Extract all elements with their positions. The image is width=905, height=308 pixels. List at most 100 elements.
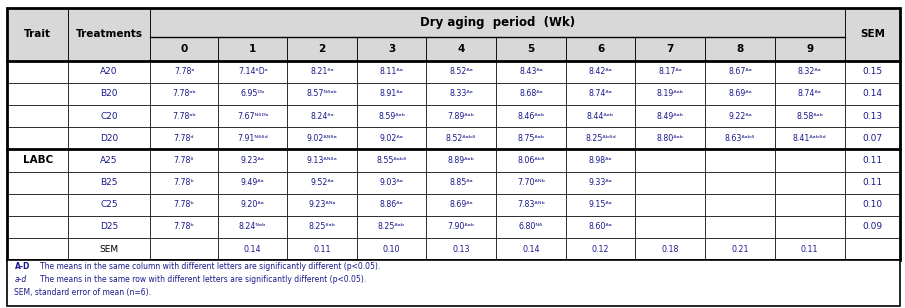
Bar: [496, 83, 566, 105]
Text: 2: 2: [319, 44, 326, 54]
Text: 0.13: 0.13: [452, 245, 470, 254]
Bar: [357, 194, 426, 216]
Bar: [287, 149, 357, 172]
Text: 0: 0: [180, 44, 187, 54]
Text: 8.25ᶞᵃᵇ: 8.25ᶞᵃᵇ: [309, 222, 336, 232]
Bar: [844, 8, 900, 61]
Bar: [7, 172, 69, 194]
Bar: [566, 37, 635, 61]
Bar: [218, 61, 287, 83]
Bar: [287, 83, 357, 105]
Bar: [150, 194, 218, 216]
Bar: [844, 194, 900, 216]
Bar: [287, 216, 357, 238]
Bar: [7, 8, 69, 61]
Bar: [635, 61, 705, 83]
Text: 8.69ᴬᵃ: 8.69ᴬᵃ: [450, 200, 473, 209]
Bar: [496, 238, 566, 260]
Text: 8.63ᴬᵃᵇᶞ: 8.63ᴬᵃᵇᶞ: [725, 134, 756, 143]
Text: 0.14: 0.14: [862, 89, 882, 98]
Text: 8.25ᴬᵃᵇ: 8.25ᴬᵃᵇ: [378, 222, 405, 232]
Bar: [635, 238, 705, 260]
Bar: [705, 61, 775, 83]
Bar: [218, 238, 287, 260]
Text: A-D: A-D: [14, 262, 30, 271]
Text: C20: C20: [100, 111, 118, 121]
Bar: [357, 83, 426, 105]
Bar: [357, 37, 426, 61]
Text: 8.67ᴬᵃ: 8.67ᴬᵃ: [729, 67, 752, 76]
Text: 6.80ᴺᶞ: 6.80ᴺᶞ: [519, 222, 543, 232]
Text: 4: 4: [458, 44, 465, 54]
Bar: [426, 37, 496, 61]
Bar: [566, 149, 635, 172]
Text: 7.91ᴺᶞᶞᵈ: 7.91ᴺᶞᶞᵈ: [237, 134, 268, 143]
Bar: [150, 105, 218, 127]
Bar: [566, 216, 635, 238]
Text: 8.74ᴬᵃ: 8.74ᴬᵃ: [589, 89, 613, 98]
Bar: [496, 105, 566, 127]
Bar: [844, 172, 900, 194]
Text: 7.78ᵃ: 7.78ᵃ: [174, 67, 195, 76]
Bar: [496, 216, 566, 238]
Text: 9.52ᴬᵃ: 9.52ᴬᵃ: [310, 178, 334, 187]
Bar: [218, 37, 287, 61]
Text: 7.78ᵈ: 7.78ᵈ: [174, 134, 195, 143]
Text: 8.41ᴬᵃᵇᶞᵈ: 8.41ᴬᵃᵇᶞᵈ: [793, 134, 826, 143]
Bar: [566, 127, 635, 149]
Text: 7.90ᴬᵃᵇ: 7.90ᴬᵃᵇ: [448, 222, 475, 232]
Bar: [7, 127, 69, 149]
Bar: [635, 216, 705, 238]
Text: 8.24ᴺᵃᵇ: 8.24ᴺᵃᵇ: [239, 222, 267, 232]
Bar: [218, 194, 287, 216]
Bar: [775, 105, 844, 127]
Bar: [218, 105, 287, 127]
Bar: [426, 105, 496, 127]
Bar: [7, 216, 69, 238]
Bar: [7, 260, 900, 306]
Text: 8.33ᴬᵃ: 8.33ᴬᵃ: [450, 89, 473, 98]
Bar: [775, 172, 844, 194]
Text: 0.13: 0.13: [862, 111, 882, 121]
Text: 8.11ᴬᵃ: 8.11ᴬᵃ: [380, 67, 404, 76]
Text: 7.83ᴬᴺᵇ: 7.83ᴬᴺᵇ: [517, 200, 545, 209]
Text: 8.68ᴬᵃ: 8.68ᴬᵃ: [519, 89, 543, 98]
Bar: [150, 149, 218, 172]
Text: 8.75ᴬᵃᵇ: 8.75ᴬᵃᵇ: [518, 134, 545, 143]
Text: D20: D20: [100, 134, 119, 143]
Text: 8: 8: [737, 44, 744, 54]
Bar: [496, 149, 566, 172]
Bar: [150, 83, 218, 105]
Bar: [426, 83, 496, 105]
Bar: [7, 149, 69, 172]
Bar: [566, 238, 635, 260]
Bar: [218, 127, 287, 149]
Bar: [775, 149, 844, 172]
Bar: [775, 216, 844, 238]
Text: 0.12: 0.12: [592, 245, 609, 254]
Bar: [705, 216, 775, 238]
Text: Trait: Trait: [24, 29, 52, 39]
Bar: [635, 105, 705, 127]
Text: 0.21: 0.21: [731, 245, 748, 254]
Bar: [69, 83, 150, 105]
Bar: [775, 83, 844, 105]
Text: a-d: a-d: [14, 275, 27, 284]
Bar: [426, 127, 496, 149]
Text: 8.74ᴬᵃ: 8.74ᴬᵃ: [798, 89, 822, 98]
Text: 8.32ᴬᵃ: 8.32ᴬᵃ: [798, 67, 822, 76]
Text: 0.10: 0.10: [383, 245, 400, 254]
Bar: [287, 127, 357, 149]
Bar: [635, 172, 705, 194]
Text: 0.07: 0.07: [862, 134, 882, 143]
Bar: [775, 238, 844, 260]
Text: 7.78ᶞ: 7.78ᶞ: [174, 156, 195, 165]
Bar: [844, 61, 900, 83]
Text: 8.44ᴬᵃᵇ: 8.44ᴬᵃᵇ: [587, 111, 614, 121]
Bar: [69, 149, 150, 172]
Text: The means in the same column with different letters are significantly different : The means in the same column with differ…: [40, 262, 380, 271]
Bar: [566, 105, 635, 127]
Text: 0.14: 0.14: [244, 245, 262, 254]
Text: 6.95ᴰᵇ: 6.95ᴰᵇ: [241, 89, 265, 98]
Bar: [844, 83, 900, 105]
